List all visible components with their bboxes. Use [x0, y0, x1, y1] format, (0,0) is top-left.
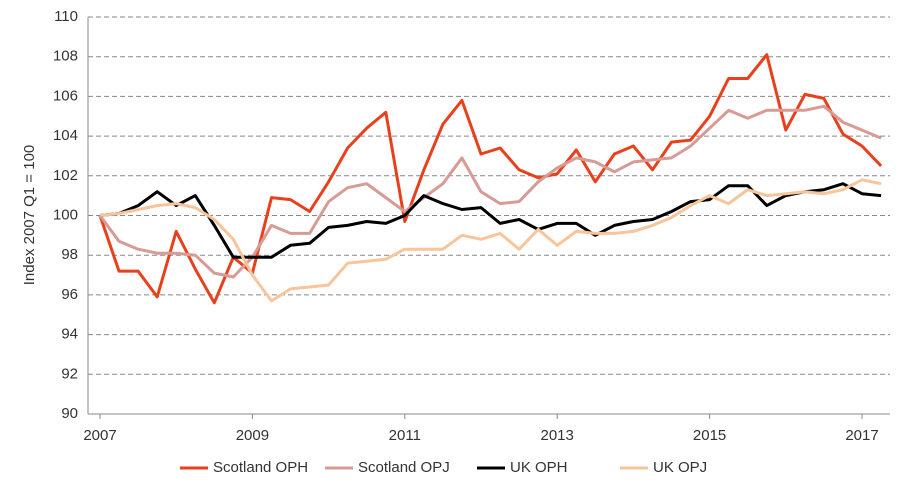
legend-label: UK OPH [510, 459, 568, 476]
x-tick-label: 2011 [389, 427, 421, 444]
y-tick-label: 90 [61, 405, 78, 422]
y-tick-label: 108 [53, 48, 78, 65]
y-tick-label: 106 [53, 87, 78, 104]
series-line [98, 104, 882, 279]
series-line [99, 182, 882, 259]
legend-label: Scotland OPJ [358, 459, 450, 476]
y-tick-label: 104 [53, 127, 78, 144]
y-tick-label: 100 [53, 206, 78, 223]
series-line [98, 53, 883, 305]
y-tick-label: 92 [61, 365, 78, 382]
x-tick-label: 2007 [83, 427, 116, 444]
y-axis-label: Index 2007 Q1 = 100 [21, 145, 38, 286]
y-tick-label: 96 [61, 286, 78, 303]
x-tick-label: 2017 [845, 427, 878, 444]
y-tick-label: 102 [53, 167, 78, 184]
series-line [99, 178, 882, 303]
y-tick-label: 110 [54, 8, 78, 25]
y-tick-label: 98 [61, 246, 78, 263]
x-tick-label: 2013 [541, 427, 574, 444]
legend-label: UK OPJ [653, 459, 707, 476]
x-tick-label: 2009 [236, 427, 269, 444]
y-tick-label: 94 [61, 326, 78, 343]
x-tick-label: 2015 [693, 427, 726, 444]
legend-label: Scotland OPH [213, 459, 308, 476]
